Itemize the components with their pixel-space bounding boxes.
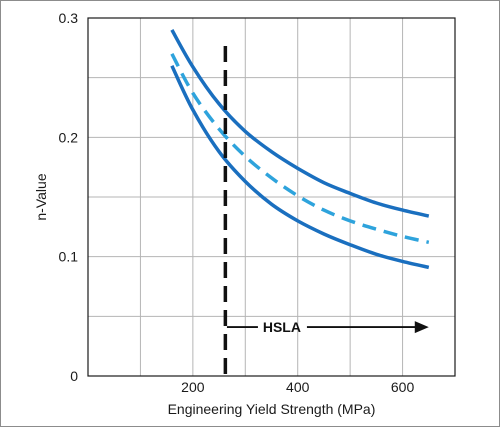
series-group	[170, 29, 430, 270]
y-tick-label: 0.3	[59, 10, 79, 26]
y-tick-label: 0.2	[59, 129, 79, 145]
series-line-2	[170, 52, 430, 245]
x-tick-label: 200	[181, 379, 205, 395]
annotation-group: HSLA	[223, 46, 429, 376]
hsla-label: HSLA	[263, 319, 301, 335]
tick-labels: 200 400 600 0 0.1 0.2 0.3	[59, 10, 415, 395]
x-tick-label: 600	[391, 379, 415, 395]
arrow-head-icon	[414, 321, 429, 334]
y-tick-label: 0	[70, 368, 78, 384]
x-tick-label: 400	[286, 379, 310, 395]
grid	[88, 18, 455, 376]
series-line-1	[170, 29, 430, 218]
plot-area-border	[87, 17, 456, 377]
x-axis-label: Engineering Yield Strength (MPa)	[168, 401, 376, 417]
series-line-3	[170, 64, 430, 270]
y-axis-label: n-Value	[33, 173, 49, 220]
y-tick-label: 0.1	[59, 249, 79, 265]
